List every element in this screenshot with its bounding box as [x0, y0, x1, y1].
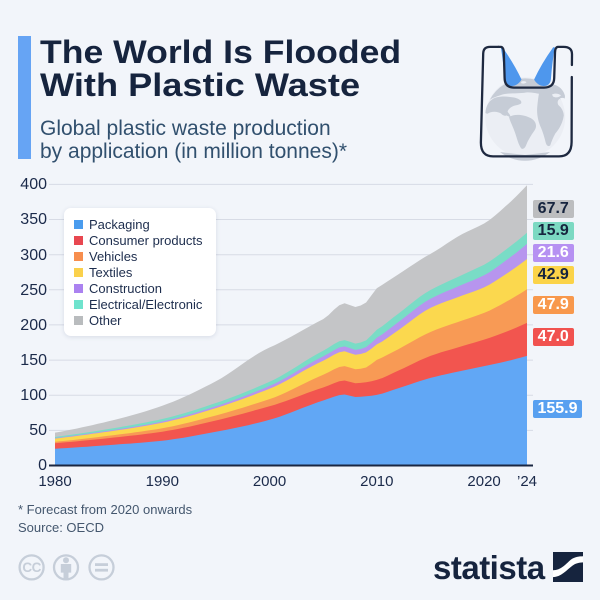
svg-text:CC: CC: [22, 560, 41, 575]
